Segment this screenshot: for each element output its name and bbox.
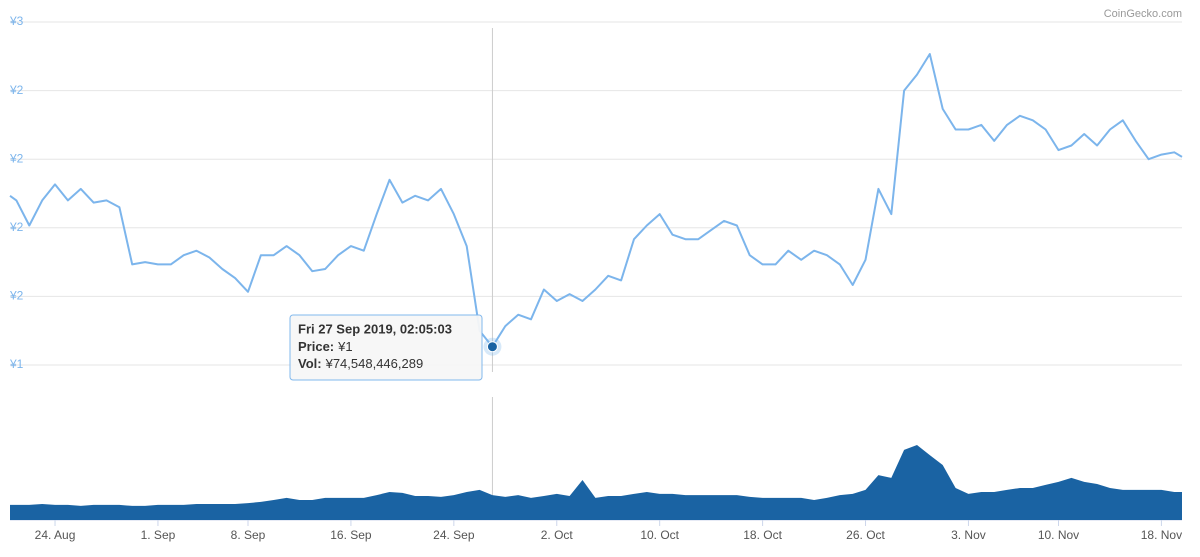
tooltip-date: Fri 27 Sep 2019, 02:05:03 [298,321,452,336]
tooltip-vol-value: ¥74,548,446,289 [325,356,424,371]
x-tick-label: 24. Aug [35,528,76,542]
x-tick-label: 24. Sep [433,528,475,542]
x-tick-label: 10. Nov [1038,528,1079,542]
y-tick-label: ¥2 [9,151,24,165]
x-tick-label: 1. Sep [141,528,176,542]
x-tick-label: 2. Oct [541,528,574,542]
x-tick-label: 18. Nov [1141,528,1182,542]
x-tick-label: 26. Oct [846,528,885,542]
volume-area [10,445,1182,520]
price-line [9,53,1183,348]
tooltip-vol: Vol: ¥74,548,446,289 [298,356,423,371]
y-tick-label: ¥2 [9,220,24,234]
x-tick-label: 16. Sep [330,528,372,542]
tooltip-price-value: ¥1 [337,339,352,354]
x-tick-label: 3. Nov [951,528,986,542]
tooltip-price: Price: ¥1 [298,339,353,354]
tooltip-price-label: Price: [298,339,334,354]
y-tick-label: ¥2 [9,83,24,97]
x-tick-label: 8. Sep [231,528,266,542]
tooltip: Fri 27 Sep 2019, 02:05:03 Price: ¥1 Vol: ¥74… [289,314,483,381]
y-tick-label: ¥2 [9,289,24,303]
x-tick-label: 10. Oct [640,528,679,542]
y-tick-label: ¥3 [9,14,24,28]
hover-marker [486,341,498,353]
tooltip-vol-label: Vol: [298,356,322,371]
credit: CoinGecko.com [1104,8,1182,20]
x-tick-label: 18. Oct [743,528,782,542]
tooltip-box [289,314,483,381]
y-tick-label: ¥1 [9,357,24,371]
